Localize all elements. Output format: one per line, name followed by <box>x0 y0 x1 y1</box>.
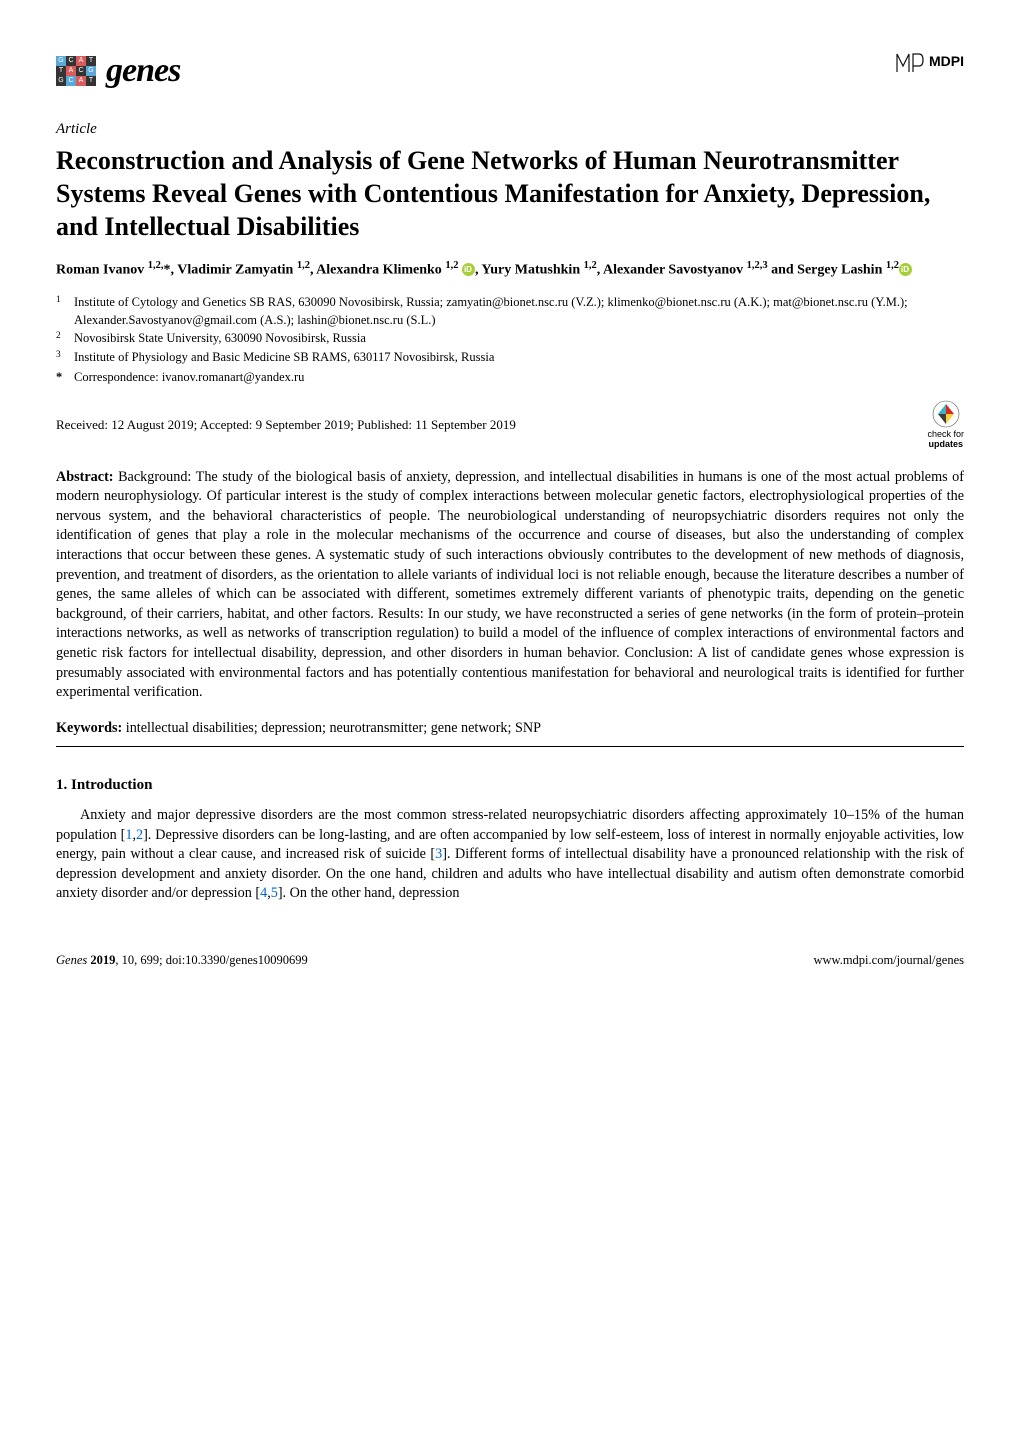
logo-letter: A <box>76 56 86 66</box>
logo-letter: A <box>76 76 86 86</box>
logo-letter: T <box>86 76 96 86</box>
publisher-logo: MDPI <box>893 48 964 76</box>
affiliation-row: *Correspondence: ivanov.romanart@yandex.… <box>56 369 964 386</box>
affiliation-marker: 2 <box>56 330 74 348</box>
affiliation-text: Correspondence: ivanov.romanart@yandex.r… <box>74 369 964 386</box>
affiliation-text: Novosibirsk State University, 630090 Nov… <box>74 330 964 348</box>
abstract-text: Background: The study of the biological … <box>56 469 964 701</box>
check-updates-line2: updates <box>928 439 963 449</box>
check-for-updates-button[interactable]: check forupdates <box>927 400 964 450</box>
author-list: Roman Ivanov 1,2,*, Vladimir Zamyatin 1,… <box>56 259 964 280</box>
page-footer: Genes 2019, 10, 699; doi:10.3390/genes10… <box>56 952 964 969</box>
dates-row: Received: 12 August 2019; Accepted: 9 Se… <box>56 400 964 450</box>
genes-logo-squares: GCATTACGGCAT <box>56 56 96 86</box>
footer-journal: Genes <box>56 953 90 967</box>
top-bar: GCATTACGGCAT genes MDPI <box>56 48 964 95</box>
affiliation-row: 1Institute of Cytology and Genetics SB R… <box>56 294 964 329</box>
intro-text-4: ]. On the other hand, depression <box>278 885 460 901</box>
section-heading-intro: 1. Introduction <box>56 775 964 796</box>
check-updates-line1: check for <box>927 429 964 439</box>
journal-name: genes <box>106 48 180 95</box>
keywords-block: Keywords: intellectual disabilities; dep… <box>56 719 964 739</box>
keywords-label: Keywords: <box>56 720 122 736</box>
footer-year: 2019 <box>90 953 115 967</box>
logo-letter: T <box>56 66 66 76</box>
publisher-name: MDPI <box>929 52 964 71</box>
logo-letter: A <box>66 66 76 76</box>
affiliation-text: Institute of Cytology and Genetics SB RA… <box>74 294 964 329</box>
citation-2[interactable]: 2 <box>136 827 143 843</box>
affiliation-marker: 1 <box>56 294 74 329</box>
abstract-block: Abstract: Background: The study of the b… <box>56 468 964 703</box>
orcid-icon <box>462 263 475 276</box>
logo-letter: G <box>56 76 66 86</box>
affiliation-row: 3Institute of Physiology and Basic Medic… <box>56 349 964 367</box>
affiliations-block: 1Institute of Cytology and Genetics SB R… <box>56 294 964 386</box>
logo-letter: C <box>76 66 86 76</box>
footer-citation: , 10, 699; doi:10.3390/genes10090699 <box>115 953 307 967</box>
affiliation-row: 2Novosibirsk State University, 630090 No… <box>56 330 964 348</box>
logo-letter: G <box>86 66 96 76</box>
abstract-label: Abstract: <box>56 469 114 485</box>
logo-letter: T <box>86 56 96 66</box>
footer-right[interactable]: www.mdpi.com/journal/genes <box>813 952 964 969</box>
article-title: Reconstruction and Analysis of Gene Netw… <box>56 144 964 244</box>
divider <box>56 746 964 747</box>
affiliation-text: Institute of Physiology and Basic Medici… <box>74 349 964 367</box>
article-dates: Received: 12 August 2019; Accepted: 9 Se… <box>56 416 516 434</box>
affiliation-marker: * <box>56 369 74 386</box>
mdpi-icon <box>893 48 925 76</box>
logo-letter: G <box>56 56 66 66</box>
crossref-check-icon <box>932 400 960 428</box>
article-type-label: Article <box>56 119 964 140</box>
citation-5[interactable]: 5 <box>271 885 278 901</box>
footer-left: Genes 2019, 10, 699; doi:10.3390/genes10… <box>56 952 308 969</box>
intro-paragraph: Anxiety and major depressive disorders a… <box>56 806 964 904</box>
logo-letter: C <box>66 76 76 86</box>
affiliation-marker: 3 <box>56 349 74 367</box>
journal-logo: GCATTACGGCAT genes <box>56 48 180 95</box>
logo-letter: C <box>66 56 76 66</box>
orcid-icon <box>899 263 912 276</box>
keywords-text: intellectual disabilities; depression; n… <box>122 720 541 736</box>
